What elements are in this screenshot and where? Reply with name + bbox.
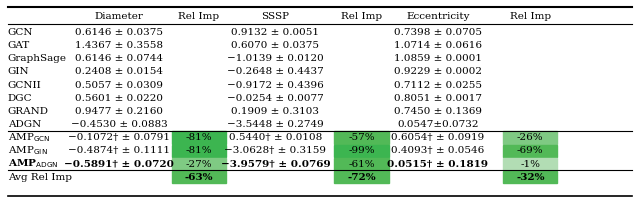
Text: −0.1072† ± 0.0791: −0.1072† ± 0.0791 <box>68 133 170 142</box>
Text: 0.1909 ± 0.3103: 0.1909 ± 0.3103 <box>232 107 319 116</box>
Text: GraphSage: GraphSage <box>8 54 67 63</box>
Text: 1.4367 ± 0.3558: 1.4367 ± 0.3558 <box>76 41 163 50</box>
Text: −0.4874† ± 0.1111: −0.4874† ± 0.1111 <box>68 146 170 155</box>
Text: 0.7450 ± 0.1369: 0.7450 ± 0.1369 <box>394 107 482 116</box>
Text: 0.6146 ± 0.0375: 0.6146 ± 0.0375 <box>76 28 163 37</box>
Text: 1.0714 ± 0.0616: 1.0714 ± 0.0616 <box>394 41 482 50</box>
Text: −3.5448 ± 0.2749: −3.5448 ± 0.2749 <box>227 120 324 129</box>
Text: -69%: -69% <box>517 146 543 155</box>
Bar <box>172 171 226 183</box>
Text: GRAND: GRAND <box>8 107 49 116</box>
Text: 0.9477 ± 0.2160: 0.9477 ± 0.2160 <box>76 107 163 116</box>
Text: 0.7112 ± 0.0255: 0.7112 ± 0.0255 <box>394 81 482 90</box>
Bar <box>172 158 226 170</box>
Text: 0.5440† ± 0.0108: 0.5440† ± 0.0108 <box>228 133 322 142</box>
Text: -1%: -1% <box>520 160 540 168</box>
Text: −3.9579† ± 0.0769: −3.9579† ± 0.0769 <box>221 160 330 168</box>
Text: 0.0547±0.0732: 0.0547±0.0732 <box>397 120 479 129</box>
Text: 0.6054† ± 0.0919: 0.6054† ± 0.0919 <box>391 133 484 142</box>
Text: 0.4093† ± 0.0546: 0.4093† ± 0.0546 <box>391 146 484 155</box>
Text: ADGN: ADGN <box>8 120 41 129</box>
Text: GCNII: GCNII <box>8 81 42 90</box>
Text: -27%: -27% <box>186 160 212 168</box>
Text: -61%: -61% <box>348 160 375 168</box>
Text: 0.6070 ± 0.0375: 0.6070 ± 0.0375 <box>232 41 319 50</box>
Text: AMP$_{\mathrm{GIN}}$: AMP$_{\mathrm{GIN}}$ <box>8 145 47 157</box>
Text: Rel Imp: Rel Imp <box>179 12 220 21</box>
Bar <box>503 171 557 183</box>
Bar <box>172 131 226 144</box>
Bar <box>334 131 388 144</box>
Bar <box>334 145 388 157</box>
Text: 0.5057 ± 0.0309: 0.5057 ± 0.0309 <box>76 81 163 90</box>
Text: −0.4530 ± 0.0883: −0.4530 ± 0.0883 <box>71 120 168 129</box>
Text: Eccentricity: Eccentricity <box>406 12 470 21</box>
Text: -81%: -81% <box>186 133 212 142</box>
Text: GCN: GCN <box>8 28 33 37</box>
Text: 0.9132 ± 0.0051: 0.9132 ± 0.0051 <box>232 28 319 37</box>
Bar <box>503 131 557 144</box>
Text: 0.9229 ± 0.0002: 0.9229 ± 0.0002 <box>394 67 482 76</box>
Text: −3.0628† ± 0.3159: −3.0628† ± 0.3159 <box>225 146 326 155</box>
Text: 0.8051 ± 0.0017: 0.8051 ± 0.0017 <box>394 94 482 103</box>
Text: DGC: DGC <box>8 94 33 103</box>
Text: −0.2648 ± 0.4437: −0.2648 ± 0.4437 <box>227 67 324 76</box>
Text: SSSP: SSSP <box>261 12 289 21</box>
Text: 0.5601 ± 0.0220: 0.5601 ± 0.0220 <box>76 94 163 103</box>
Text: GIN: GIN <box>8 67 29 76</box>
Text: −1.0139 ± 0.0120: −1.0139 ± 0.0120 <box>227 54 324 63</box>
Text: -81%: -81% <box>186 146 212 155</box>
Text: −0.9172 ± 0.4396: −0.9172 ± 0.4396 <box>227 81 324 90</box>
Text: -99%: -99% <box>348 146 375 155</box>
Text: Rel Imp: Rel Imp <box>341 12 382 21</box>
Text: -26%: -26% <box>517 133 543 142</box>
Text: Diameter: Diameter <box>95 12 144 21</box>
Text: AMP$_{\mathrm{ADGN}}$: AMP$_{\mathrm{ADGN}}$ <box>8 158 58 170</box>
Bar <box>503 158 557 170</box>
Text: -63%: -63% <box>185 173 213 182</box>
Text: Avg Rel Imp: Avg Rel Imp <box>8 173 72 182</box>
Text: −0.0254 ± 0.0077: −0.0254 ± 0.0077 <box>227 94 324 103</box>
Text: AMP$_{\mathrm{GCN}}$: AMP$_{\mathrm{GCN}}$ <box>8 131 51 144</box>
Bar <box>334 171 388 183</box>
Text: −0.5891† ± 0.0720: −0.5891† ± 0.0720 <box>65 160 174 168</box>
Text: 0.0515† ± 0.1819: 0.0515† ± 0.1819 <box>387 160 488 168</box>
Text: 0.6146 ± 0.0744: 0.6146 ± 0.0744 <box>76 54 163 63</box>
Text: -32%: -32% <box>516 173 545 182</box>
Text: GAT: GAT <box>8 41 30 50</box>
Text: -57%: -57% <box>348 133 375 142</box>
Bar <box>172 145 226 157</box>
Text: 0.2408 ± 0.0154: 0.2408 ± 0.0154 <box>76 67 163 76</box>
Text: -72%: -72% <box>347 173 376 182</box>
Bar <box>334 158 388 170</box>
Text: 1.0859 ± 0.0001: 1.0859 ± 0.0001 <box>394 54 482 63</box>
Bar <box>503 145 557 157</box>
Text: Rel Imp: Rel Imp <box>509 12 551 21</box>
Text: 0.7398 ± 0.0705: 0.7398 ± 0.0705 <box>394 28 482 37</box>
